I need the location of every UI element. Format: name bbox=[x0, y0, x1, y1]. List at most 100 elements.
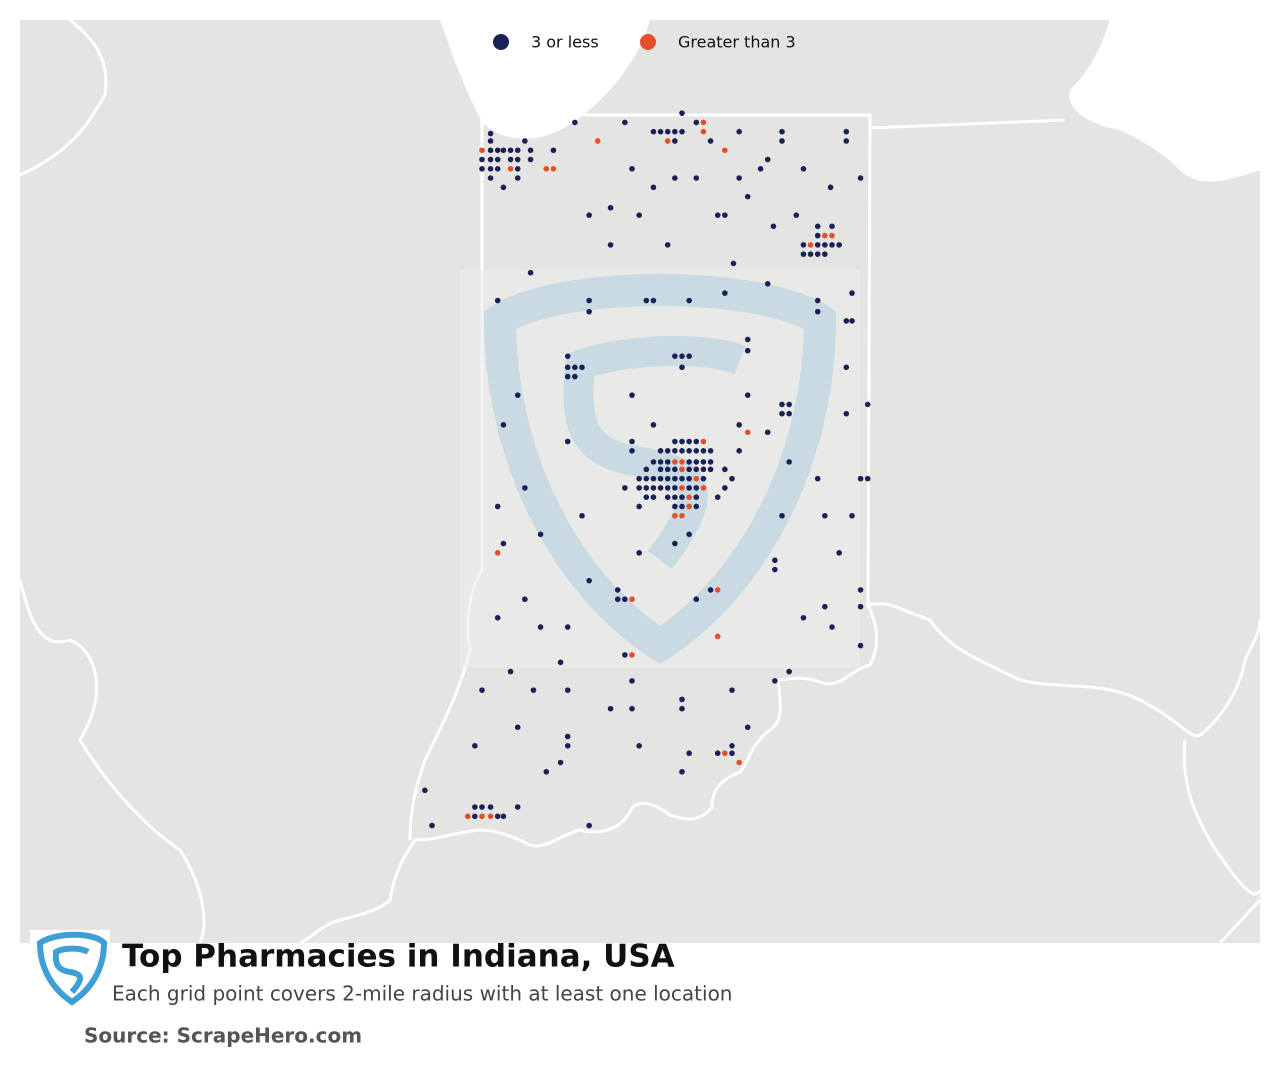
location-point bbox=[757, 166, 764, 172]
location-point bbox=[707, 466, 714, 473]
location-point bbox=[672, 494, 678, 500]
location-point bbox=[650, 485, 657, 491]
location-point bbox=[657, 466, 664, 473]
location-point bbox=[722, 212, 728, 218]
location-point bbox=[849, 512, 855, 519]
location-point bbox=[714, 494, 721, 500]
location-point bbox=[636, 742, 642, 749]
logo-s bbox=[52, 945, 90, 994]
location-point bbox=[843, 128, 850, 135]
location-point bbox=[664, 138, 671, 144]
location-point bbox=[494, 166, 501, 172]
location-point bbox=[693, 466, 700, 473]
location-point bbox=[679, 128, 685, 135]
location-point bbox=[487, 138, 494, 144]
location-point bbox=[857, 587, 864, 593]
location-point bbox=[672, 175, 678, 181]
location-point bbox=[650, 422, 657, 428]
location-point bbox=[822, 232, 828, 239]
location-point bbox=[843, 138, 850, 144]
location-point bbox=[650, 459, 657, 465]
state-borders bbox=[18, 18, 1262, 945]
location-point bbox=[707, 587, 714, 593]
location-point bbox=[657, 485, 664, 491]
location-point bbox=[527, 156, 534, 163]
location-point bbox=[800, 166, 807, 172]
logo-icon bbox=[30, 930, 110, 1006]
location-point bbox=[494, 297, 501, 304]
location-point bbox=[494, 156, 501, 163]
location-point bbox=[622, 652, 628, 658]
location-point bbox=[707, 448, 714, 454]
location-point bbox=[722, 290, 728, 296]
location-point bbox=[629, 448, 635, 454]
location-point bbox=[736, 175, 742, 181]
location-point bbox=[522, 485, 528, 491]
location-point bbox=[514, 804, 521, 810]
location-point bbox=[664, 128, 671, 135]
border-line bbox=[482, 113, 1262, 738]
location-point bbox=[527, 147, 534, 154]
watermark-shield bbox=[483, 274, 837, 665]
location-point bbox=[700, 128, 707, 135]
location-point bbox=[594, 138, 601, 144]
border-line bbox=[18, 579, 206, 944]
location-point bbox=[564, 438, 571, 445]
location-point bbox=[679, 705, 685, 712]
location-point bbox=[849, 318, 855, 324]
location-point bbox=[779, 128, 785, 135]
location-point bbox=[479, 687, 485, 693]
location-point bbox=[822, 512, 828, 519]
location-point bbox=[479, 166, 485, 172]
location-point bbox=[422, 787, 428, 794]
location-point bbox=[679, 466, 685, 473]
location-point bbox=[829, 242, 835, 248]
border-line bbox=[1218, 898, 1262, 945]
location-point bbox=[744, 724, 751, 731]
location-point bbox=[764, 156, 771, 163]
location-point bbox=[664, 475, 671, 482]
location-point bbox=[829, 624, 835, 630]
location-point bbox=[537, 624, 544, 630]
location-point bbox=[657, 448, 664, 454]
location-point bbox=[530, 687, 537, 693]
location-point bbox=[779, 138, 785, 144]
location-point bbox=[814, 223, 821, 230]
location-point bbox=[487, 166, 494, 172]
location-point bbox=[864, 475, 871, 482]
location-point bbox=[744, 347, 751, 354]
legend: 3 or less Greater than 3 bbox=[493, 33, 796, 52]
location-point bbox=[829, 223, 835, 230]
location-point bbox=[679, 485, 685, 491]
location-point bbox=[664, 448, 671, 454]
location-point bbox=[700, 485, 707, 491]
location-point bbox=[479, 813, 485, 820]
location-point bbox=[500, 422, 507, 428]
location-point bbox=[827, 184, 834, 191]
location-point bbox=[772, 566, 778, 573]
location-point bbox=[636, 212, 642, 218]
location-point bbox=[586, 212, 592, 218]
location-point bbox=[572, 373, 578, 380]
location-point bbox=[700, 448, 707, 454]
location-point bbox=[700, 119, 707, 126]
location-point bbox=[679, 438, 685, 445]
location-point bbox=[564, 364, 571, 371]
location-point bbox=[672, 438, 678, 445]
location-point bbox=[564, 742, 571, 749]
location-point bbox=[729, 750, 735, 757]
location-point bbox=[736, 448, 742, 454]
location-point bbox=[722, 750, 728, 757]
location-point bbox=[629, 678, 635, 684]
location-point bbox=[507, 156, 514, 163]
location-point bbox=[543, 166, 550, 172]
location-point bbox=[744, 336, 751, 343]
location-point bbox=[650, 128, 657, 135]
location-point bbox=[479, 156, 485, 163]
location-point bbox=[679, 448, 685, 454]
location-point bbox=[779, 410, 785, 417]
location-point bbox=[693, 485, 700, 491]
location-point bbox=[672, 138, 678, 144]
location-point bbox=[764, 281, 771, 287]
lake-erie bbox=[1069, 20, 1260, 182]
